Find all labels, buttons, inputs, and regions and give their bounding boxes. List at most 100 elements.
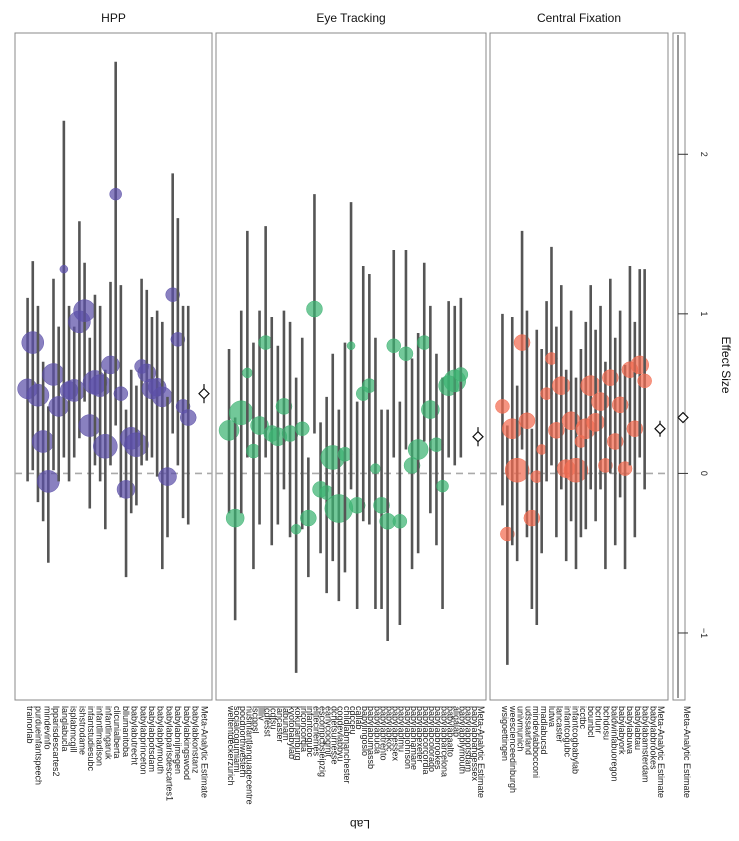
lab-estimate-point [324, 494, 354, 523]
lab-estimate-point [48, 396, 69, 417]
lab-estimate-point [598, 458, 613, 473]
lab-estimate-point [591, 392, 610, 411]
lab-estimate-point [37, 470, 60, 493]
lab-label: babylabhamane [409, 706, 419, 770]
lab-label: babylabessex [391, 706, 401, 762]
lab-estimate-point [31, 430, 55, 453]
lab-label: babylabtau [633, 706, 643, 750]
lab-label: infantllmadison [95, 706, 105, 766]
lab-label: pocdnorthwestern [238, 706, 248, 778]
lab-estimate-point [407, 439, 429, 460]
lab-label: babylabumassb [366, 706, 376, 769]
lab-label: lllliv [256, 706, 266, 721]
lab-label: dcnetsurnesse [330, 706, 340, 765]
lab-label: childlabmanchester [342, 706, 352, 784]
lab-estimate-point [21, 331, 45, 354]
lab-label: purdueinfantspeech [34, 706, 44, 785]
lab-label: ishstrodame [77, 706, 87, 755]
lab-estimate-point [300, 509, 317, 527]
lab-estimate-point [109, 187, 122, 201]
lab-estimate-point [373, 497, 390, 514]
lab-label: socialcogumiami [232, 706, 242, 773]
lab-label: earlycoogmit [324, 706, 334, 758]
lab-estimate-point [78, 414, 102, 437]
lab-label: babylabpotsdam [464, 706, 474, 772]
y-tick-label: 0 [699, 471, 709, 476]
panel-title: Eye Tracking [316, 11, 385, 25]
lab-estimate-point [370, 463, 381, 474]
lab-estimate-point [637, 373, 652, 389]
lab-label: babylabbrookes [648, 706, 658, 770]
x-axis-title: Lab [350, 817, 370, 831]
lab-label: babylabuwa [625, 706, 635, 754]
panel-title: Central Fixation [537, 11, 621, 25]
lab-label: madlabucsd [539, 706, 549, 755]
lab-estimate-point [436, 479, 449, 493]
lab-estimate-point [93, 434, 118, 459]
lab-estimate-point [392, 514, 408, 529]
y-tick-label: 1 [699, 311, 709, 316]
lab-label: babylabexeter [415, 706, 425, 763]
lab-label: infantlingaruk [103, 706, 113, 760]
lab-label: wsigoettingen [500, 705, 510, 761]
panels-layer: HPP trainorlabpurdueinfantspeechmindevinf… [14, 11, 669, 805]
lab-label: Meta-Analytic Estimate [656, 706, 666, 798]
lab-label: bchdosu [602, 706, 612, 740]
lab-estimate-point [453, 367, 469, 382]
lab-estimate-point [346, 341, 356, 351]
lab-estimate-point [73, 299, 96, 322]
lab-label: infantcogubc [562, 706, 572, 758]
overall-layer: Meta-Analytic Estimate [672, 32, 692, 798]
panel-frame [14, 32, 213, 701]
lab-label: escompcbsleipzig [317, 706, 327, 777]
lab-label: lancaster [555, 706, 565, 743]
lab-label: udssaarland [523, 706, 533, 755]
lab-estimate-point [630, 355, 649, 375]
lab-estimate-point [113, 386, 129, 401]
lab-label: babylabjohnson [403, 706, 413, 769]
lab-estimate-point [306, 300, 323, 318]
lab-estimate-point [421, 400, 440, 419]
lab-label: labunam [281, 706, 291, 741]
lab-label: lutwa [547, 706, 557, 727]
lab-label: lcdfsu [269, 706, 279, 730]
meta-estimate-diamond [654, 422, 666, 435]
lab-estimate-point [165, 287, 180, 302]
lab-label: babylabamsterdam [641, 706, 651, 783]
lab-estimate-point [275, 398, 293, 415]
lab-label: kokuhamburg [293, 706, 303, 761]
lab-label: univmunich [516, 706, 526, 752]
lab-label: babylabbangessex [470, 706, 480, 782]
lab-estimate-point [536, 444, 547, 455]
lab-estimate-point [495, 399, 510, 414]
lab-estimate-point [518, 412, 536, 430]
lab-label: babylabkoc [384, 706, 394, 752]
lab-label: mindevlabbocconi [531, 706, 541, 778]
lab-label: weltentdeckerzurich [226, 705, 236, 786]
lab-label: isplabmcgill [69, 706, 79, 753]
lab-label: babylabtrento [378, 706, 388, 761]
lab-label: icctbc [578, 706, 588, 730]
lab-estimate-point [152, 386, 173, 408]
y-axis-title: Effect Size [719, 336, 733, 393]
panel-central-fixation: Central Fixation wsigoettingenweesciencee… [489, 11, 669, 798]
lab-label: callab [354, 706, 364, 730]
lab-label: clicunialberta [112, 706, 122, 759]
lab-estimate-point [62, 379, 86, 402]
lab-label: weescienceedinburgh [508, 705, 518, 793]
panel-hpp: HPP trainorlabpurdueinfantspeechmindevinf… [14, 11, 213, 801]
y-tick-label: −1 [699, 628, 709, 638]
lab-estimate-point [500, 526, 515, 542]
lab-label: babylingoslo [360, 706, 370, 756]
panel-frame [215, 32, 487, 701]
lab-estimate-point [242, 367, 253, 379]
lab-label: infantcogbabylab [570, 706, 580, 774]
lab-label: bcrlunr [594, 706, 604, 734]
panel-title: HPP [101, 11, 126, 25]
lab-label: mindevinfo [42, 706, 52, 750]
meta-estimate-diamond [198, 387, 210, 400]
lab-estimate-point [229, 400, 254, 426]
meta-estimate-diamond [472, 430, 484, 443]
lab-label: babylabcorcordia [421, 706, 431, 775]
lab-label: irlconcordia [299, 706, 309, 752]
